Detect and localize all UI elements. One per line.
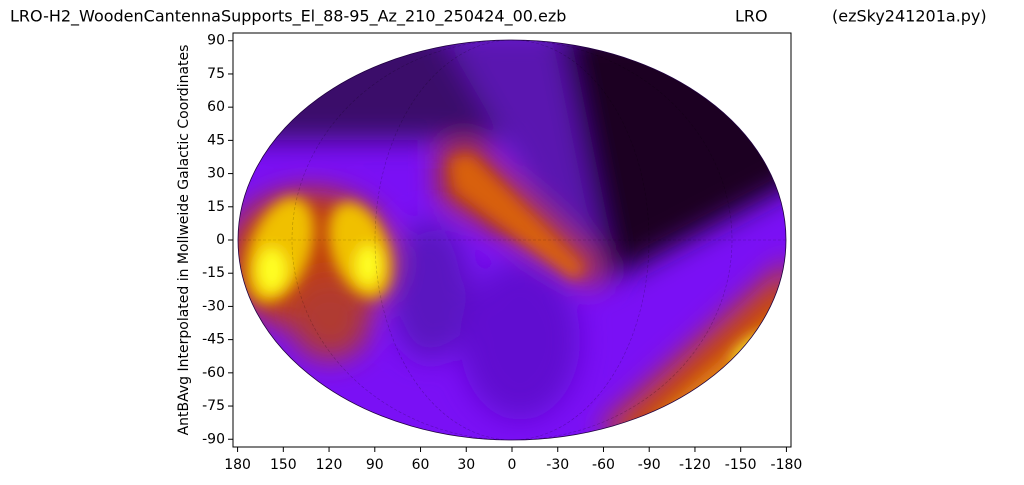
x-tick-label: 120 (316, 457, 343, 473)
y-tick-label: 75 (207, 66, 225, 82)
x-tick-label: -180 (771, 457, 803, 473)
y-tick-label: 45 (207, 132, 225, 148)
x-tick-label: 150 (270, 457, 297, 473)
x-tick-label: -60 (592, 457, 615, 473)
x-tick-label: -120 (679, 457, 711, 473)
y-tick-label: 90 (207, 33, 225, 49)
x-tick-label: -30 (546, 457, 569, 473)
y-tick-label: -45 (202, 332, 225, 348)
x-tick-label: 60 (412, 457, 430, 473)
y-tick-label: -15 (202, 265, 225, 281)
y-tick-label: -75 (202, 398, 225, 414)
x-tick-label: -150 (725, 457, 757, 473)
y-tick-label: 30 (207, 166, 225, 182)
title-center: LRO (735, 7, 768, 26)
y-tick-label: 60 (207, 99, 225, 115)
title: LRO-H2_WoodenCantennaSupports_El_88-95_A… (10, 7, 566, 27)
y-tick-label: 0 (216, 232, 225, 248)
contour-field (238, 40, 786, 440)
y-tick-label: -30 (202, 298, 225, 314)
y-tick-label: -90 (202, 431, 225, 447)
y-axis-label: AntBAvg Interpolated in Mollweide Galact… (176, 45, 192, 436)
x-tick-label: 180 (224, 457, 251, 473)
y-tick-label: -60 (202, 365, 225, 381)
x-tick-label: -90 (638, 457, 661, 473)
y-tick-label: 15 (207, 199, 225, 215)
x-tick-label: 90 (366, 457, 384, 473)
title-right: (ezSky241201a.py) (832, 7, 987, 26)
x-tick-label: 30 (457, 457, 475, 473)
x-tick-label: 0 (508, 457, 517, 473)
